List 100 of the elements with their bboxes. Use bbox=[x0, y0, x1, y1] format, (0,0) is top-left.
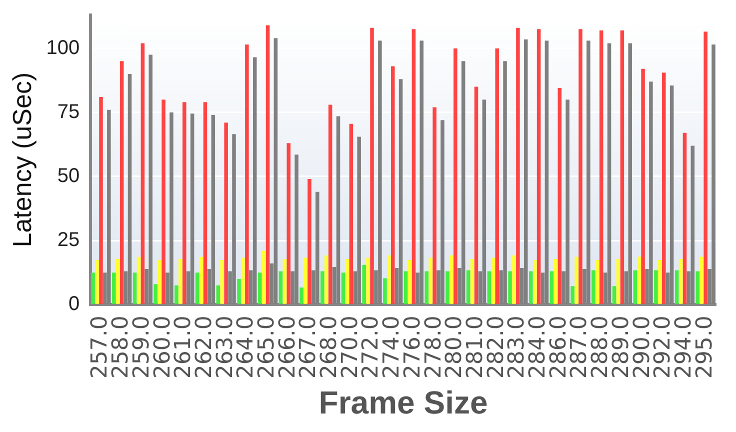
bar bbox=[300, 287, 304, 304]
bar bbox=[387, 255, 391, 304]
bar bbox=[550, 271, 554, 304]
bar bbox=[199, 256, 204, 304]
bar bbox=[266, 25, 270, 304]
bar bbox=[203, 102, 208, 304]
bar bbox=[446, 271, 450, 304]
bar bbox=[220, 260, 224, 304]
bar bbox=[620, 30, 624, 304]
bar bbox=[612, 286, 616, 304]
bar bbox=[245, 44, 249, 304]
bar bbox=[658, 260, 662, 304]
bar bbox=[320, 271, 324, 304]
bar bbox=[328, 104, 332, 304]
bar bbox=[408, 260, 412, 304]
bar bbox=[282, 258, 287, 304]
bar bbox=[95, 260, 99, 304]
bar bbox=[508, 271, 512, 304]
y-axis-title: Latency (uSec) bbox=[6, 72, 37, 248]
y-tick-label: 100 bbox=[46, 36, 80, 59]
bar bbox=[516, 28, 520, 304]
bar bbox=[633, 270, 637, 304]
bar bbox=[578, 29, 582, 304]
bar bbox=[528, 271, 533, 304]
bar bbox=[696, 271, 700, 304]
bar bbox=[158, 260, 162, 304]
bar bbox=[99, 97, 103, 304]
x-tick-label: 265.0 bbox=[254, 316, 280, 379]
bar bbox=[237, 278, 241, 304]
bar bbox=[383, 278, 387, 304]
bar bbox=[390, 66, 395, 304]
bar bbox=[487, 271, 492, 304]
bar bbox=[195, 272, 200, 304]
bar bbox=[558, 88, 562, 304]
bar bbox=[595, 260, 600, 304]
bar bbox=[278, 271, 283, 304]
bar bbox=[341, 272, 346, 304]
bar bbox=[362, 264, 366, 304]
x-tick-label: 289.0 bbox=[608, 316, 634, 379]
bar bbox=[345, 258, 350, 304]
bar bbox=[450, 255, 454, 304]
bar bbox=[174, 285, 178, 304]
y-tick-label: 0 bbox=[68, 293, 80, 316]
bar bbox=[641, 68, 645, 304]
bar bbox=[120, 61, 124, 304]
bar bbox=[140, 43, 145, 304]
bar bbox=[216, 285, 220, 304]
bar bbox=[304, 258, 308, 304]
bar bbox=[495, 48, 499, 304]
bar bbox=[308, 179, 312, 304]
bar bbox=[366, 258, 370, 304]
bar bbox=[136, 256, 141, 304]
bar bbox=[678, 258, 683, 304]
bar bbox=[162, 100, 166, 304]
bar bbox=[682, 132, 687, 304]
x-tick-label: 276.0 bbox=[400, 316, 426, 379]
bar bbox=[554, 258, 558, 304]
bar bbox=[637, 256, 641, 304]
bar bbox=[258, 272, 262, 304]
bar bbox=[241, 258, 245, 304]
bar bbox=[470, 258, 474, 304]
bar bbox=[349, 124, 354, 304]
bar bbox=[91, 272, 95, 304]
bar bbox=[154, 284, 158, 304]
bar bbox=[432, 107, 436, 304]
bar bbox=[570, 286, 574, 304]
bar bbox=[700, 256, 704, 304]
bar bbox=[116, 258, 120, 304]
x-tick-label: 281.0 bbox=[462, 316, 488, 379]
x-tick-label: 259.0 bbox=[129, 316, 154, 379]
bar bbox=[370, 28, 374, 304]
bar bbox=[324, 255, 328, 304]
bar bbox=[466, 270, 470, 304]
bar bbox=[404, 271, 408, 304]
bar bbox=[536, 29, 541, 304]
bar bbox=[704, 32, 708, 304]
bar bbox=[616, 258, 620, 304]
bar bbox=[132, 272, 137, 304]
bar bbox=[424, 271, 429, 304]
bar bbox=[654, 270, 658, 304]
y-tick-label: 50 bbox=[57, 164, 80, 187]
x-axis-title: Frame Size bbox=[318, 384, 488, 421]
bar bbox=[592, 270, 596, 304]
bar bbox=[112, 272, 116, 304]
bar bbox=[286, 143, 291, 304]
bar bbox=[491, 258, 496, 304]
bar bbox=[512, 255, 516, 304]
y-tick-label: 25 bbox=[57, 229, 80, 252]
bar bbox=[182, 102, 186, 304]
bar bbox=[224, 122, 228, 304]
bar bbox=[674, 270, 679, 304]
bar bbox=[574, 256, 578, 304]
bar bbox=[599, 30, 604, 304]
bar bbox=[532, 260, 537, 304]
bar bbox=[428, 258, 432, 304]
y-tick-label: 75 bbox=[57, 100, 80, 123]
bar bbox=[178, 258, 182, 304]
bar bbox=[662, 72, 666, 304]
bar bbox=[412, 29, 416, 304]
bar bbox=[454, 48, 458, 304]
